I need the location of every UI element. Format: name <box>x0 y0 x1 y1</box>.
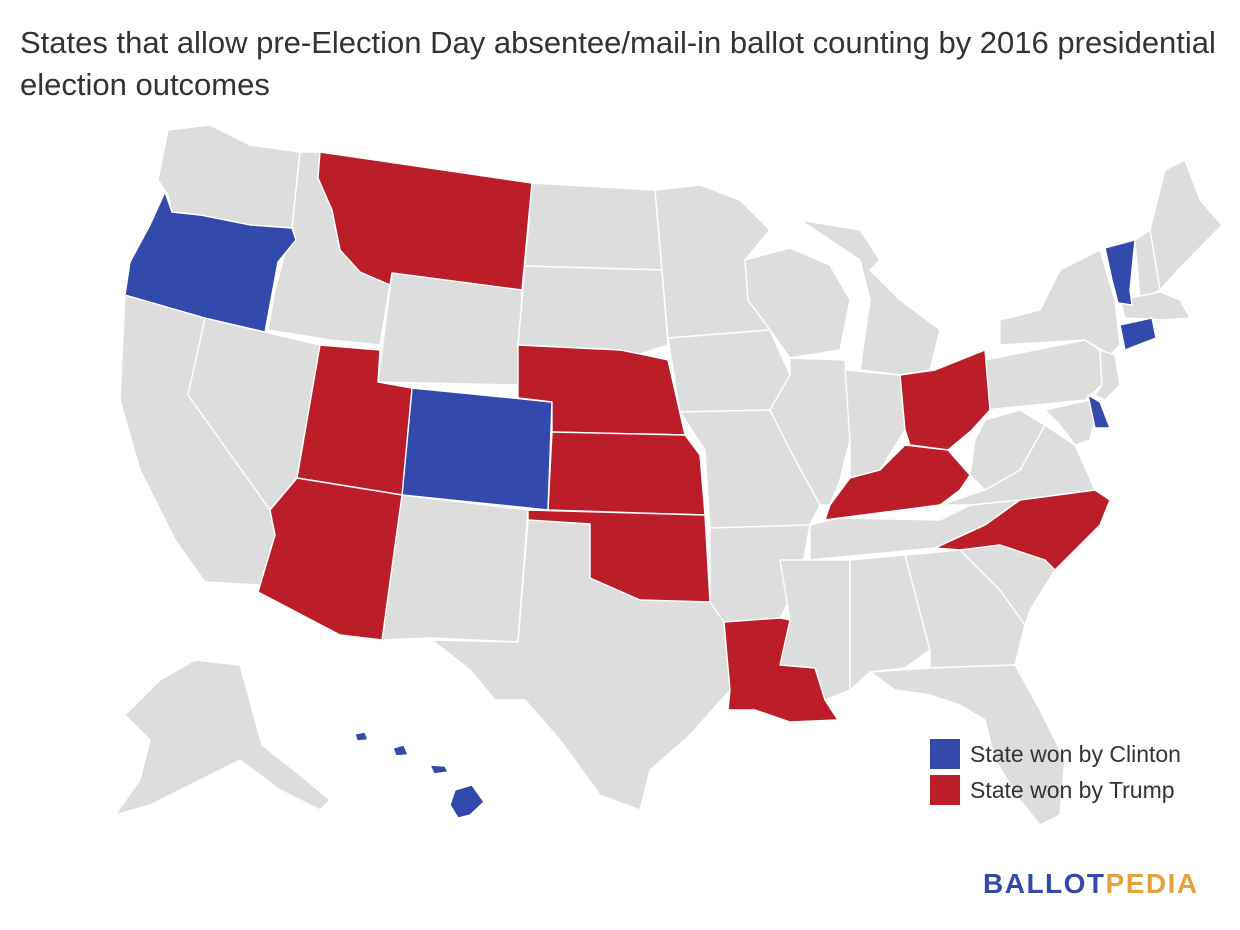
logo-part-pedia: PEDIA <box>1105 868 1199 899</box>
state-oklahoma <box>527 509 711 603</box>
state-oregon <box>124 191 297 333</box>
state-new-hampshire <box>1134 229 1161 301</box>
state-michigan <box>799 219 941 376</box>
state-hawaii-oahu <box>392 744 409 757</box>
logo-part-ballot: BALLOT <box>983 868 1106 899</box>
state-alaska <box>114 659 331 816</box>
state-new-mexico <box>381 494 529 643</box>
state-kentucky <box>824 444 971 521</box>
state-west-virginia <box>969 409 1046 491</box>
state-south-dakota <box>517 265 669 355</box>
legend-swatch-clinton <box>930 739 960 769</box>
legend: State won by Clinton State won by Trump <box>930 736 1181 808</box>
state-maine <box>1149 159 1223 291</box>
state-montana <box>317 151 533 291</box>
state-massachusetts <box>1119 291 1191 321</box>
state-arizona <box>257 477 403 641</box>
state-wisconsin <box>744 247 851 359</box>
state-vermont <box>1104 239 1136 306</box>
state-hawaii-big <box>449 784 485 819</box>
state-hawaii-kauai <box>354 731 369 742</box>
state-iowa <box>667 329 791 413</box>
state-louisiana <box>723 617 839 723</box>
state-kansas <box>547 431 706 516</box>
state-ohio <box>899 349 991 451</box>
state-florida <box>869 664 1066 826</box>
legend-item-clinton: State won by Clinton <box>930 736 1181 772</box>
chart-title: States that allow pre-Election Day absen… <box>20 25 1216 102</box>
state-delaware <box>1087 394 1111 429</box>
state-hawaii-maui <box>429 764 449 775</box>
state-north-carolina <box>934 489 1111 571</box>
legend-label-trump: State won by Trump <box>970 776 1175 803</box>
state-new-jersey <box>1094 349 1121 401</box>
legend-item-trump: State won by Trump <box>930 772 1181 808</box>
state-wyoming <box>377 272 523 386</box>
legend-label-clinton: State won by Clinton <box>970 740 1181 767</box>
state-colorado <box>401 387 553 511</box>
state-new-york <box>999 249 1121 356</box>
state-north-dakota <box>524 182 663 271</box>
state-connecticut <box>1119 317 1157 351</box>
state-pennsylvania <box>984 339 1103 411</box>
legend-swatch-trump <box>930 775 960 805</box>
ballotpedia-logo: BALLOTPEDIA <box>983 868 1199 900</box>
